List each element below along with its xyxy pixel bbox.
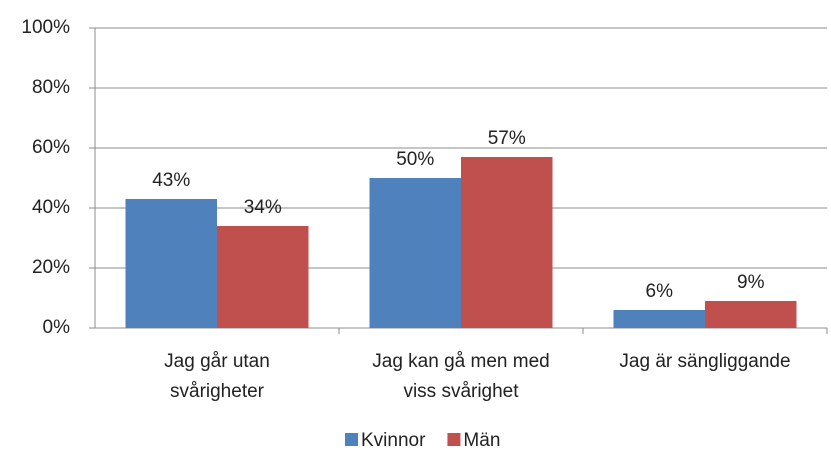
bar bbox=[369, 178, 461, 328]
legend-swatch bbox=[447, 433, 461, 446]
value-label: 6% bbox=[646, 281, 674, 302]
bar bbox=[217, 226, 309, 328]
bar bbox=[461, 157, 553, 328]
value-label: 50% bbox=[396, 149, 434, 170]
bar bbox=[613, 310, 705, 328]
legend-label: Män bbox=[463, 430, 500, 451]
value-label: 43% bbox=[152, 170, 190, 191]
y-tick-label: 40% bbox=[32, 197, 70, 218]
x-tick-label: Jag går utan svårigheter bbox=[164, 351, 270, 402]
x-tick-label: Jag är sängliggande bbox=[619, 351, 790, 372]
y-tick-label: 80% bbox=[32, 77, 70, 98]
value-label: 34% bbox=[244, 197, 282, 218]
bar bbox=[125, 199, 217, 328]
x-tick-label: Jag kan gå men med viss svårighet bbox=[372, 351, 549, 402]
value-label: 9% bbox=[737, 272, 765, 293]
value-label: 57% bbox=[488, 128, 526, 149]
legend-swatch bbox=[345, 433, 358, 446]
legend-label: Kvinnor bbox=[361, 430, 426, 451]
y-tick-label: 0% bbox=[43, 317, 71, 338]
y-tick-label: 60% bbox=[32, 137, 70, 158]
bar bbox=[705, 301, 797, 328]
y-tick-label: 100% bbox=[21, 17, 70, 38]
y-tick-label: 20% bbox=[32, 257, 70, 278]
